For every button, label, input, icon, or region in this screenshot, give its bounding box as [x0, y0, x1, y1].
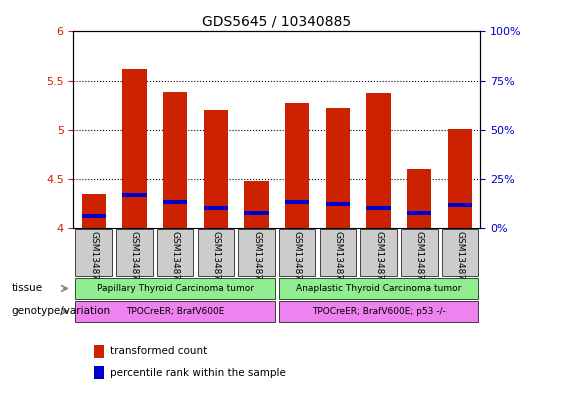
Text: Papillary Thyroid Carcinoma tumor: Papillary Thyroid Carcinoma tumor [97, 284, 254, 293]
Bar [157, 229, 193, 276]
Bar [94, 366, 104, 380]
Bar [76, 301, 275, 321]
Bar [76, 229, 112, 276]
Bar [163, 92, 188, 228]
Bar [122, 69, 147, 228]
Bar [279, 278, 478, 299]
Bar [401, 229, 437, 276]
Text: GSM1348735: GSM1348735 [171, 231, 180, 292]
Bar [366, 206, 391, 210]
Text: TPOCreER; BrafV600E; p53 -/-: TPOCreER; BrafV600E; p53 -/- [312, 307, 445, 316]
Bar [94, 345, 104, 358]
Bar [203, 110, 228, 228]
Bar [366, 94, 391, 228]
Text: GSM1348737: GSM1348737 [252, 231, 261, 292]
Bar [442, 229, 478, 276]
Bar [285, 200, 310, 204]
Bar [244, 211, 269, 215]
Bar [76, 278, 275, 299]
Text: GSM1348734: GSM1348734 [130, 231, 139, 291]
Bar [198, 229, 234, 276]
Text: percentile rank within the sample: percentile rank within the sample [110, 368, 286, 378]
Bar [447, 129, 472, 228]
Text: GSM1348739: GSM1348739 [333, 231, 342, 292]
Text: TPOCreER; BrafV600E: TPOCreER; BrafV600E [126, 307, 224, 316]
Text: tissue: tissue [11, 283, 42, 294]
Bar [447, 204, 472, 208]
Bar [407, 169, 432, 228]
Bar [279, 229, 315, 276]
Bar [325, 108, 350, 228]
Bar [360, 229, 397, 276]
Text: GSM1348738: GSM1348738 [293, 231, 302, 292]
Bar [238, 229, 275, 276]
Text: GSM1348736: GSM1348736 [211, 231, 220, 292]
Text: GSM1348742: GSM1348742 [455, 231, 464, 291]
Bar [320, 229, 356, 276]
Text: genotype/variation: genotype/variation [11, 306, 110, 316]
Text: GSM1348740: GSM1348740 [374, 231, 383, 291]
Bar [116, 229, 153, 276]
Bar [81, 214, 106, 218]
Bar [203, 206, 228, 210]
Text: GSM1348741: GSM1348741 [415, 231, 424, 291]
Title: GDS5645 / 10340885: GDS5645 / 10340885 [202, 15, 351, 29]
Bar [244, 181, 269, 228]
Text: transformed count: transformed count [110, 346, 207, 356]
Text: GSM1348733: GSM1348733 [89, 231, 98, 292]
Bar [325, 202, 350, 206]
Text: Anaplastic Thyroid Carcinoma tumor: Anaplastic Thyroid Carcinoma tumor [296, 284, 461, 293]
Bar [407, 211, 432, 215]
Bar [81, 194, 106, 228]
Bar [285, 103, 310, 228]
Bar [163, 200, 188, 204]
Bar [122, 193, 147, 196]
Bar [279, 301, 478, 321]
